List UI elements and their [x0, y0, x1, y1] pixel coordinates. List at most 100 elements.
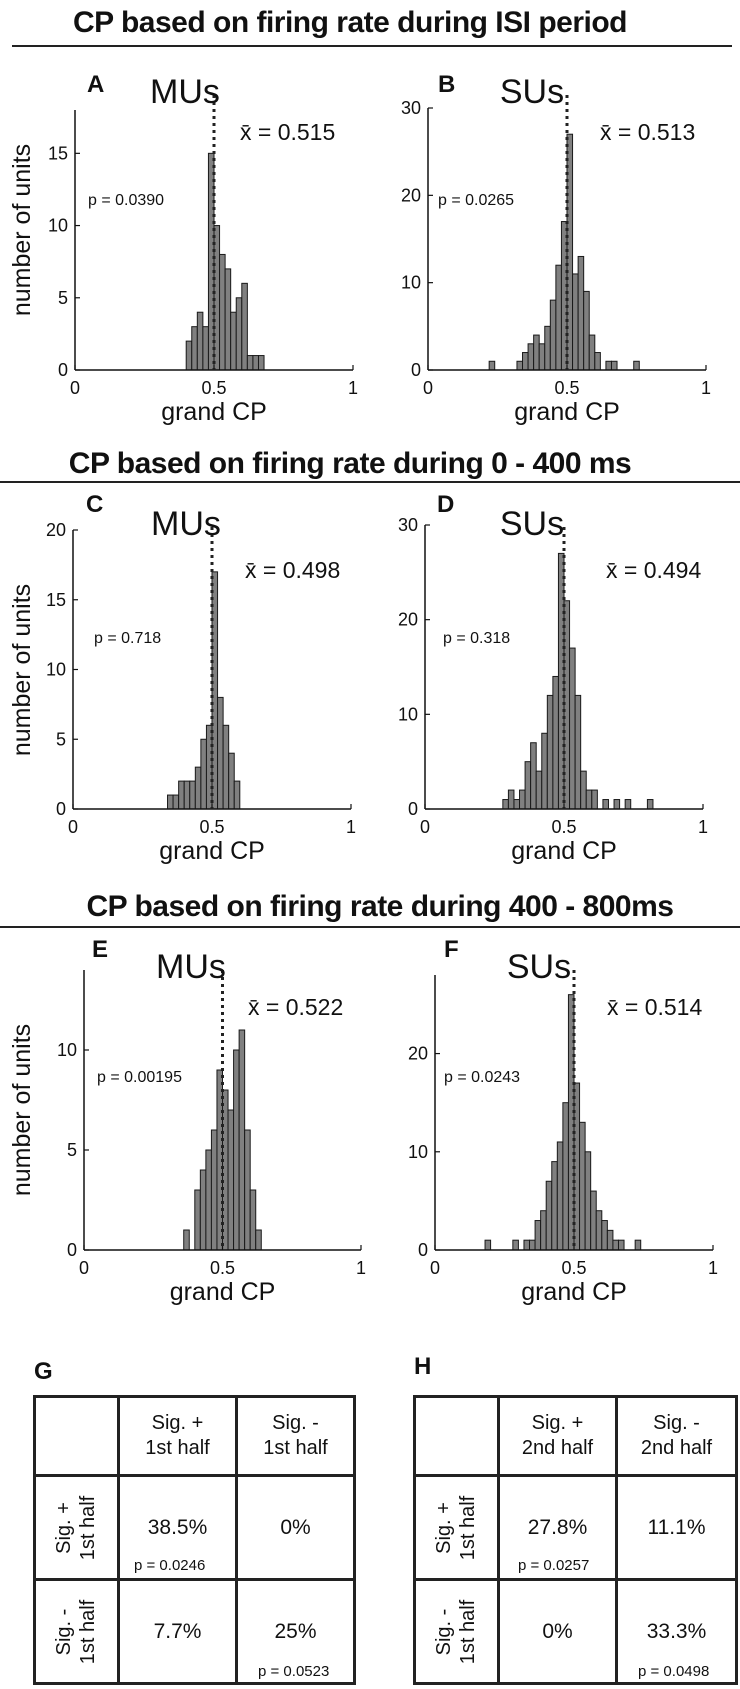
col-header: Sig. - 2nd half: [615, 1395, 738, 1477]
p-value-label: p = 0.718: [94, 630, 161, 647]
histogram-bar: [255, 1229, 262, 1251]
histogram-bar: [516, 360, 524, 371]
row-header: Sig. - 1st half: [413, 1578, 500, 1685]
y-tick-label: 20: [401, 185, 421, 205]
histogram-bar: [210, 1129, 218, 1251]
chart-title: SUs: [500, 505, 564, 543]
y-tick-label: 5: [67, 1140, 77, 1160]
histogram-bar: [513, 799, 521, 810]
histogram-bar: [572, 273, 579, 371]
histogram-bar: [224, 268, 232, 371]
x-axis-label: grand CP: [159, 837, 265, 865]
histogram-bar: [530, 742, 537, 810]
mean-label: x̄ = 0.498: [245, 557, 340, 583]
y-tick-label: 0: [418, 1240, 428, 1260]
histogram-bar: [519, 789, 526, 810]
x-axis-label: grand CP: [511, 837, 617, 865]
histogram-bar: [167, 794, 174, 810]
section-title-0-400: CP based on firing rate during 0 - 400 m…: [68, 447, 632, 480]
x-tick-label: 1: [701, 378, 711, 398]
chart-title: MUs: [151, 505, 221, 543]
section-title-isi: CP based on firing rate during ISI perio…: [72, 6, 628, 39]
histogram-bar: [200, 738, 207, 810]
histogram-bar: [507, 789, 515, 810]
contingency-table-g: Sig. + 1st half Sig. - 1st half Sig. + 1…: [33, 1395, 356, 1685]
table-cell: 25% p = 0.0523: [235, 1578, 356, 1685]
histogram-bar: [634, 1239, 642, 1251]
x-tick-label: 0: [68, 817, 78, 837]
histogram-bar: [601, 1220, 608, 1251]
x-tick-label: 0: [79, 1258, 89, 1278]
x-axis-label: grand CP: [170, 1278, 276, 1306]
histogram-bar: [534, 1220, 542, 1251]
contingency-table-h: Sig. + 2nd half Sig. - 2nd half Sig. + 1…: [413, 1395, 738, 1685]
col-header: Sig. + 2nd half: [497, 1395, 618, 1477]
x-axis-label: grand CP: [514, 398, 620, 426]
p-value-label: p = 0.0390: [88, 192, 164, 209]
p-value-label: p = 0.318: [443, 630, 510, 647]
y-tick-label: 10: [48, 216, 68, 236]
histogram-bar: [567, 994, 575, 1251]
y-tick-label: 10: [46, 660, 66, 680]
histogram-bar: [556, 1141, 564, 1251]
histogram-bar: [222, 724, 230, 810]
histogram-bar: [257, 355, 265, 371]
row-header: Sig. - 1st half: [33, 1578, 120, 1685]
histogram-bar: [241, 282, 248, 371]
histogram-bar: [205, 1149, 212, 1251]
mean-label: x̄ = 0.494: [606, 557, 701, 583]
table-cell: 11.1%: [615, 1474, 738, 1581]
histogram-bar: [185, 340, 193, 371]
histogram-bar: [552, 675, 559, 810]
mean-label: x̄ = 0.522: [248, 994, 343, 1020]
x-tick-label: 0.5: [210, 1258, 235, 1278]
histogram-bar: [238, 1029, 246, 1251]
histogram-bar: [233, 780, 241, 810]
histogram-bar: [633, 360, 640, 371]
y-tick-label: 0: [408, 799, 418, 819]
y-tick-label: 0: [58, 360, 68, 380]
x-tick-label: 0.5: [199, 817, 224, 837]
histogram-bar: [194, 1189, 201, 1251]
panel-letter: B: [438, 71, 455, 98]
chart-title: SUs: [500, 73, 564, 111]
y-tick-label: 20: [408, 1044, 428, 1064]
p-value-label: p = 0.00195: [97, 1069, 182, 1086]
table-cell: 0%: [235, 1474, 356, 1581]
histogram-bar: [617, 1239, 625, 1251]
y-tick-label: 0: [411, 360, 421, 380]
histogram-bar: [235, 297, 243, 371]
histogram-bar: [199, 1169, 207, 1251]
x-tick-label: 0: [70, 378, 80, 398]
histogram-bar: [546, 694, 554, 810]
y-tick-label: 5: [56, 729, 66, 749]
chart-title: MUs: [156, 948, 226, 986]
histogram-bar: [541, 732, 548, 810]
histogram-bar: [595, 1210, 603, 1251]
y-tick-label: 10: [408, 1142, 428, 1162]
y-tick-label: 20: [46, 520, 66, 540]
row-header: Sig. + 1st half: [413, 1474, 500, 1581]
histogram-bar: [544, 325, 551, 371]
table-corner-cell: [413, 1395, 500, 1477]
histogram-bar: [529, 1239, 536, 1251]
histogram-bar: [606, 1229, 614, 1251]
histogram-bar: [579, 1121, 586, 1251]
histogram-bar: [244, 1129, 251, 1251]
histogram-bar: [484, 1239, 492, 1251]
panel-letter: D: [437, 491, 454, 518]
x-tick-label: 1: [356, 1258, 366, 1278]
histogram-bar: [196, 311, 204, 371]
p-value-label: p = 0.0265: [438, 192, 514, 209]
histogram-bar: [551, 1161, 558, 1251]
p-value-label: p = 0.0523: [258, 1663, 330, 1680]
histogram-bar: [527, 343, 535, 371]
mean-label: x̄ = 0.513: [600, 119, 695, 145]
x-tick-label: 0.5: [554, 378, 579, 398]
histogram-bar: [583, 290, 590, 371]
histogram-bar: [202, 326, 209, 371]
panel-letter: E: [92, 936, 108, 963]
histogram-bar: [612, 1239, 619, 1251]
section-divider: [0, 481, 740, 483]
